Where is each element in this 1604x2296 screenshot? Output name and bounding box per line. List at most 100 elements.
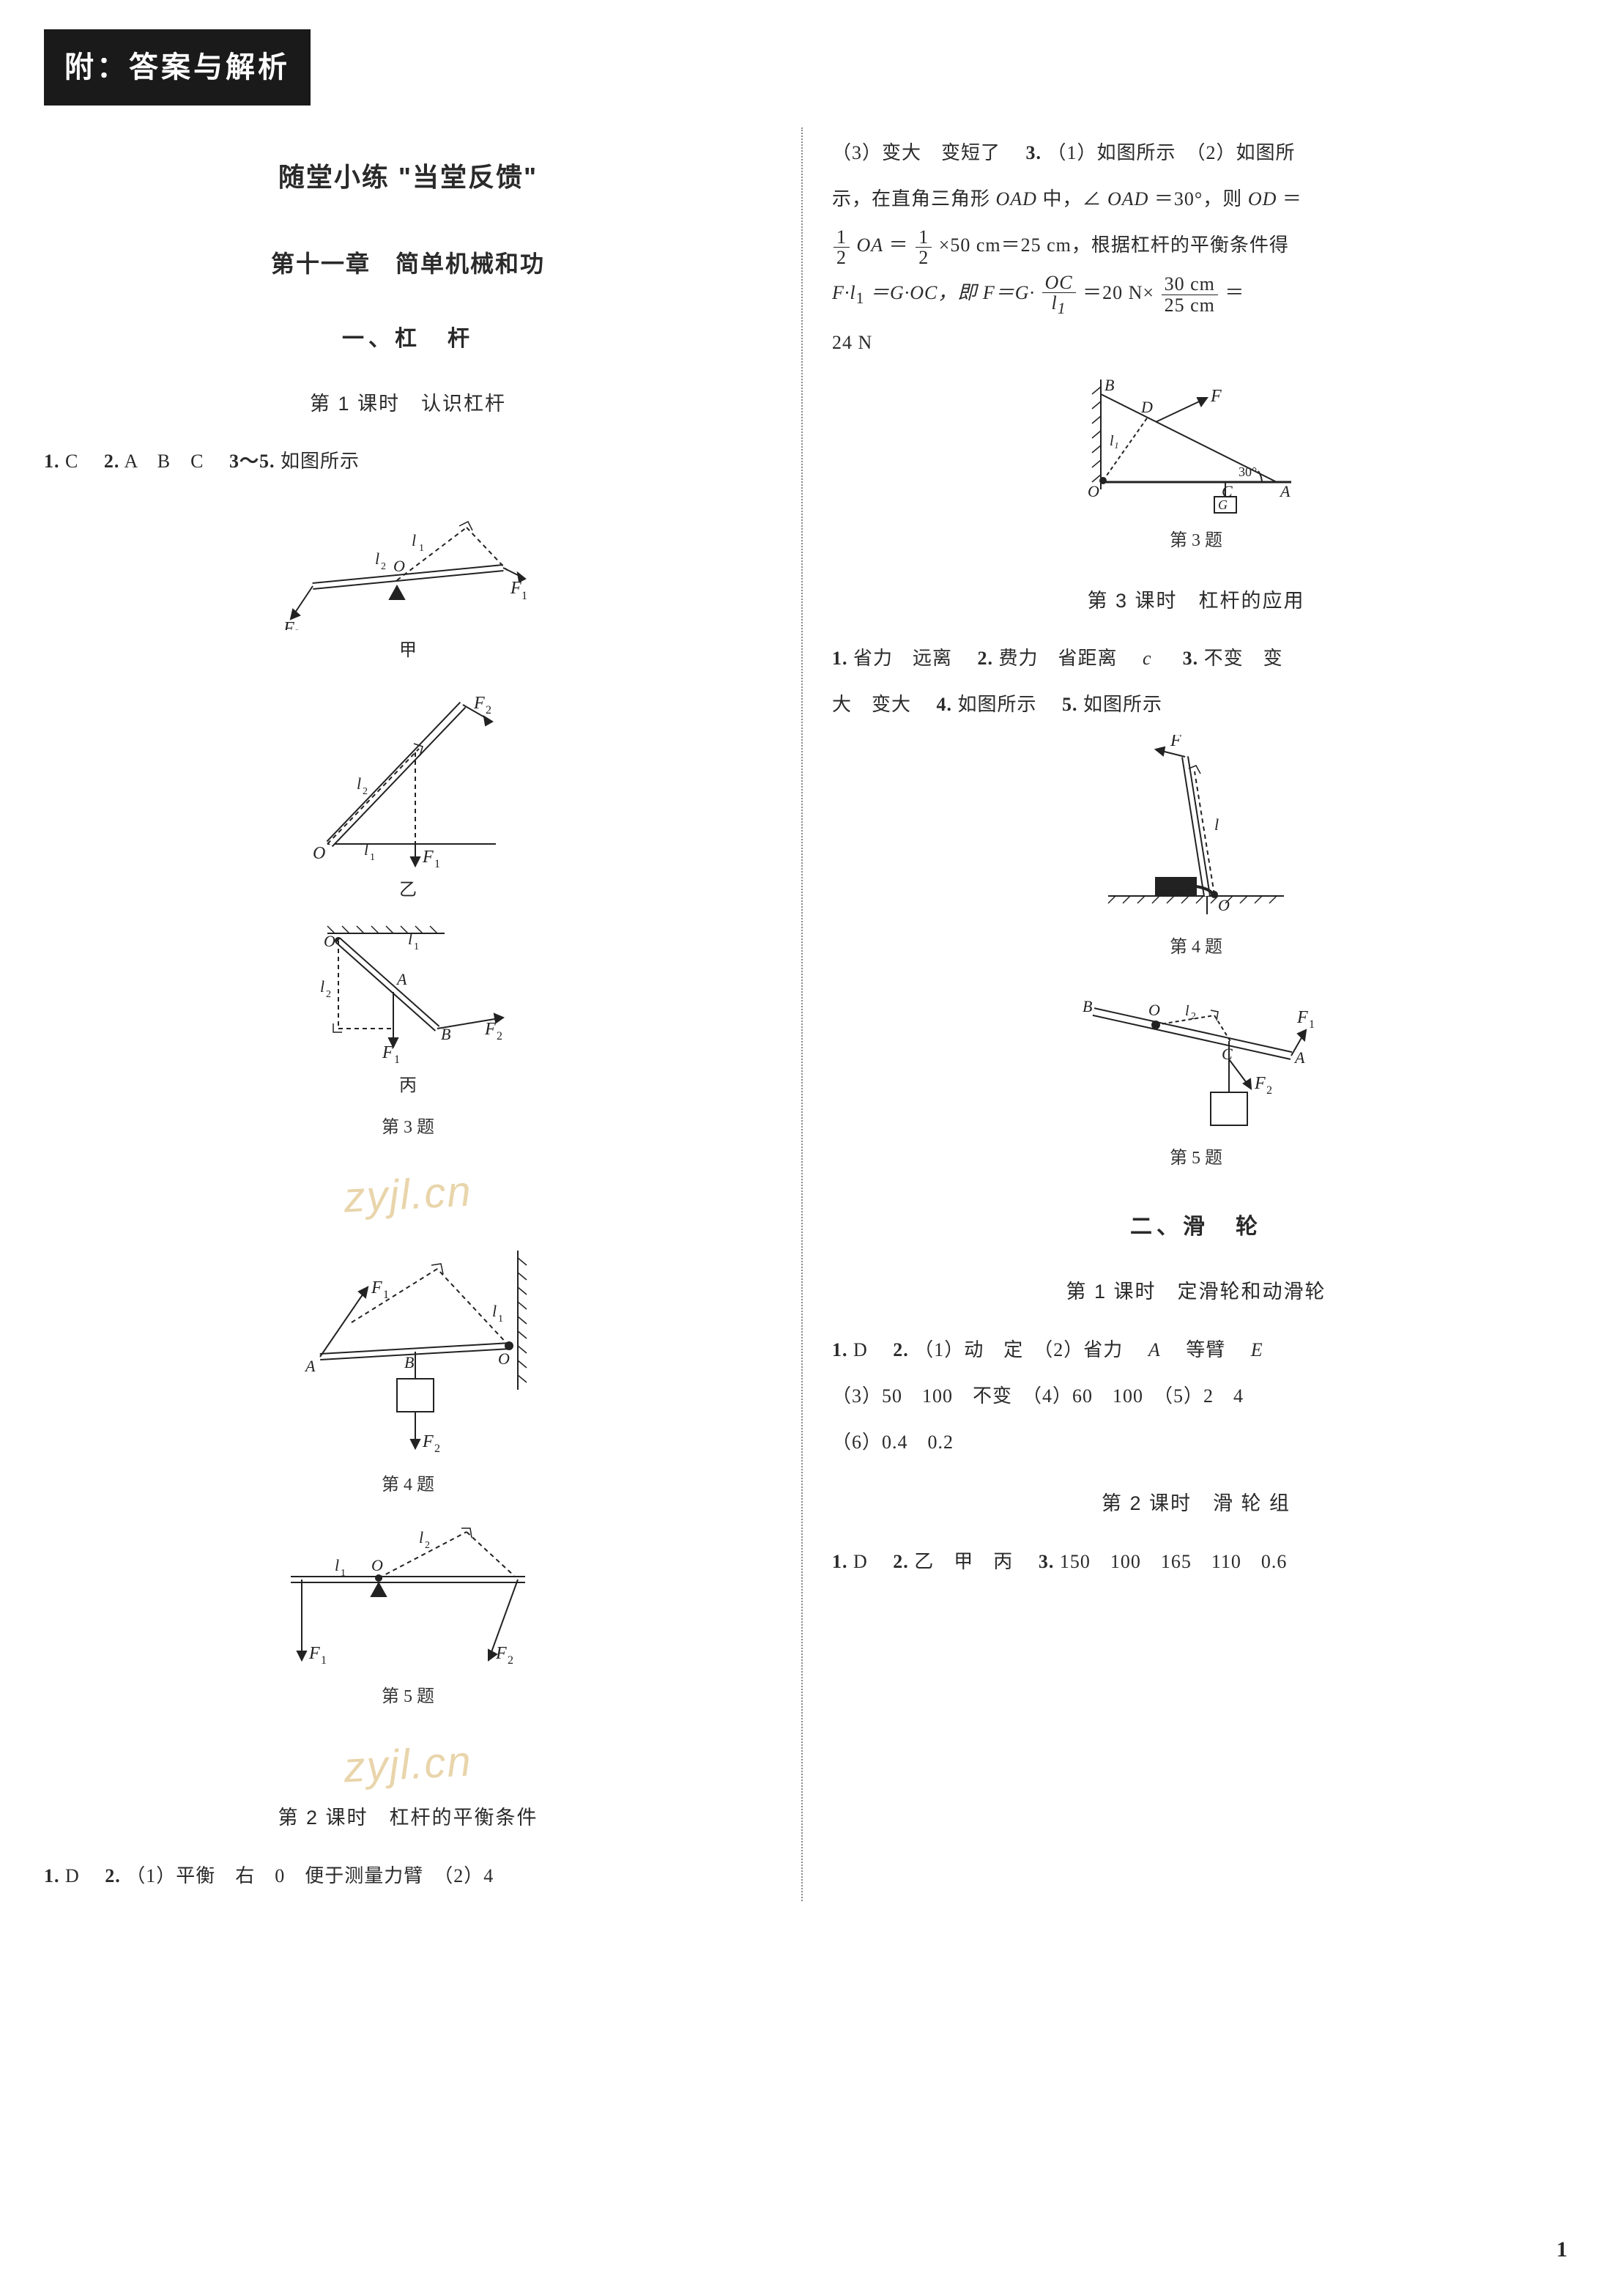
svg-text:l: l xyxy=(364,840,368,859)
svg-text:30°: 30° xyxy=(1239,464,1257,479)
svg-text:O: O xyxy=(498,1349,510,1368)
r-p2-od: OD xyxy=(1248,188,1277,210)
r-p2-oad2: OAD xyxy=(1107,188,1148,210)
svg-text:l: l xyxy=(375,549,379,568)
fig3-bing: O B F 2 F 1 A l 2 l xyxy=(44,919,772,1147)
svg-text:F: F xyxy=(1170,735,1181,750)
svg-text:B: B xyxy=(1083,997,1092,1015)
svg-text:1: 1 xyxy=(394,1053,400,1065)
svg-text:C: C xyxy=(1222,1045,1233,1063)
svg-text:1: 1 xyxy=(521,590,527,602)
fig5-left: O F 1 F 2 l 2 l 1 第 5 xyxy=(44,1514,772,1717)
svg-text:O: O xyxy=(324,932,335,950)
frac-3025: 30 cm 25 cm xyxy=(1162,274,1218,315)
l3-1f xyxy=(1157,648,1177,669)
svg-text:1: 1 xyxy=(370,852,375,863)
svg-text:O: O xyxy=(371,1556,383,1574)
frac-30: 30 cm xyxy=(1162,274,1218,295)
svg-text:O: O xyxy=(1148,1001,1160,1019)
svg-text:A: A xyxy=(1293,1048,1305,1067)
svg-text:l: l xyxy=(408,930,412,948)
lesson2b-title: 第 2 课时 滑 轮 组 xyxy=(832,1482,1560,1525)
q2-num: 2. xyxy=(104,451,120,472)
l2b-1e: 3. xyxy=(1039,1551,1055,1572)
svg-text:F: F xyxy=(371,1278,382,1297)
right-column: （3）变大 变短了 3. （1）如图所示 （2）如图所 示，在直角三角形 OAD… xyxy=(832,127,1560,1901)
left-column: 随堂小练 "当堂反馈" 第十一章 简单机械和功 一、杠 杆 第 1 课时 认识杠… xyxy=(44,127,772,1901)
watermark1: zyjl.cn xyxy=(42,1129,773,1260)
r-p3-eq: ＝ xyxy=(889,234,909,256)
l3-2e: 如图所示 xyxy=(1083,694,1162,715)
page-header: 附：答案与解析 xyxy=(44,29,311,105)
r-p1-b: 3. xyxy=(1026,142,1042,163)
svg-text:B: B xyxy=(404,1353,414,1371)
r-p1-c: （1）如图所示 （2）如图所 xyxy=(1047,142,1296,163)
fig4-left: O F 1 l 1 A B F 2 xyxy=(44,1243,772,1505)
svg-text:2: 2 xyxy=(425,1540,430,1551)
r-p1-a: （3）变大 变短了 xyxy=(832,142,1020,163)
page-number: 1 xyxy=(1556,2226,1567,2274)
fl-sub1: 1 xyxy=(856,289,865,307)
svg-text:F: F xyxy=(422,1432,434,1451)
frac-oc: OC xyxy=(1042,273,1076,293)
l2-q1-num: 1. xyxy=(44,1865,60,1886)
svg-text:l: l xyxy=(419,1528,423,1547)
svg-text:2: 2 xyxy=(434,1443,440,1455)
svg-text:l: l xyxy=(1214,815,1219,834)
fig3-jia-caption: 甲 xyxy=(399,632,417,670)
l1b-1c: 2. xyxy=(893,1339,909,1360)
frac-half-num: 1 xyxy=(833,227,850,248)
l1b-1e: A xyxy=(1148,1339,1161,1360)
l2b-1c: 2. xyxy=(893,1551,909,1572)
fig3-yi: O F 2 F 1 l 2 l 1 乙 xyxy=(44,679,772,910)
r-p2-b: 中，∠ xyxy=(1042,188,1102,210)
svg-text:l: l xyxy=(320,977,324,996)
svg-text:F: F xyxy=(1296,1008,1308,1027)
svg-text:F: F xyxy=(1254,1074,1266,1093)
fig5-left-caption: 第 5 题 xyxy=(382,1678,434,1717)
l3-2a: 大 变大 xyxy=(832,694,931,715)
section-title-lever: 一、杠 杆 xyxy=(44,315,772,363)
frac-l1: l1 xyxy=(1042,293,1076,317)
q3-5-num: 3～5. xyxy=(229,451,275,472)
r-p2-oad: OAD xyxy=(996,188,1037,210)
svg-text:F: F xyxy=(473,694,485,713)
section-title-pulley: 二、滑 轮 xyxy=(832,1203,1560,1251)
frac-ocl1: OC l1 xyxy=(1042,273,1076,317)
svg-text:1: 1 xyxy=(414,941,419,952)
l3-1a: 1. xyxy=(832,648,848,669)
svg-text:1: 1 xyxy=(434,858,440,870)
fl-d: ＝ xyxy=(1225,282,1244,303)
l2b-1b: D xyxy=(853,1551,868,1572)
lesson2-title: 第 2 课时 杠杆的平衡条件 xyxy=(44,1796,772,1840)
svg-text:l: l xyxy=(412,531,416,549)
l2b-1d: 乙 甲 丙 xyxy=(914,1551,1033,1572)
svg-text:B: B xyxy=(1104,376,1114,394)
frac-25: 25 cm xyxy=(1162,295,1218,315)
svg-text:l: l xyxy=(492,1302,497,1320)
fig3-bing-caption: 丙 xyxy=(399,1067,417,1106)
l1b-line1: 1. D 2. （1）动 定 （2）省力 A 等臂 E xyxy=(832,1329,1560,1371)
lesson1-title: 第 1 课时 认识杠杆 xyxy=(44,382,772,426)
l3-1e: c xyxy=(1143,648,1152,669)
svg-text:1: 1 xyxy=(419,543,424,554)
l1b-1g: E xyxy=(1251,1339,1263,1360)
column-divider xyxy=(801,127,803,1901)
l3-1g: 3. xyxy=(1183,648,1199,669)
svg-text:O: O xyxy=(1218,896,1230,914)
svg-text:2: 2 xyxy=(381,561,386,572)
fig4-left-caption: 第 4 题 xyxy=(382,1466,434,1505)
svg-text:F: F xyxy=(484,1020,496,1039)
svg-text:A: A xyxy=(396,970,407,988)
l3-1d: 费力 省距离 xyxy=(999,648,1137,669)
fig4-right: O F l 第 4 题 xyxy=(832,735,1560,967)
lesson1b-title: 第 1 课时 定滑轮和动滑轮 xyxy=(832,1270,1560,1314)
svg-text:2: 2 xyxy=(508,1654,513,1667)
svg-text:l: l xyxy=(1185,1003,1189,1019)
svg-text:F: F xyxy=(382,1043,393,1062)
l2b-1a: 1. xyxy=(832,1551,848,1572)
r-formula-line: F·l1 ＝G·OC，即 F＝G· OC l1 ＝20 N× 30 cm 25 … xyxy=(832,272,1560,317)
fig5-right: O B A F 1 F 2 C l xyxy=(832,975,1560,1178)
l3-line2: 大 变大 4. 如图所示 5. 如图所示 xyxy=(832,684,1560,725)
svg-text:2: 2 xyxy=(497,1030,502,1043)
